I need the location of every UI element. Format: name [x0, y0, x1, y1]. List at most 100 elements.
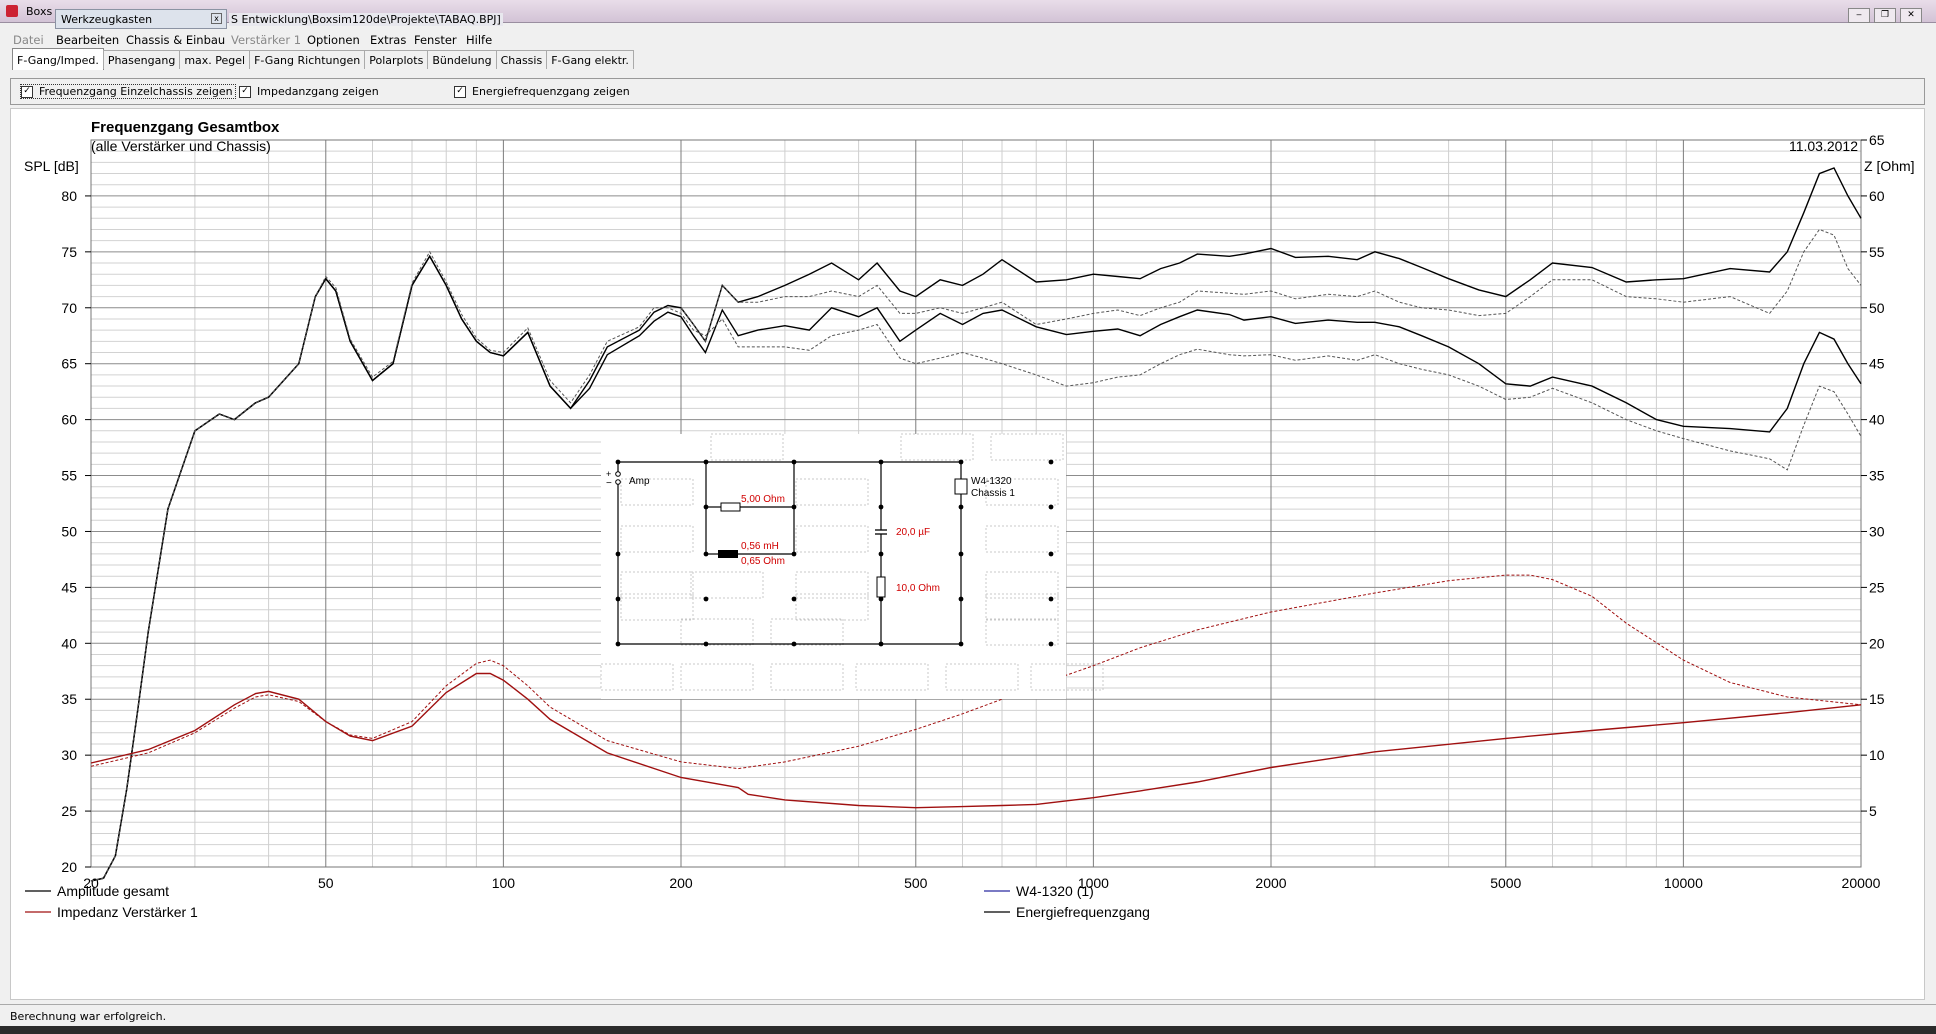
status-bar: Berechnung war erfolgreich.: [0, 1004, 1936, 1027]
options-bar: ✓ Frequenzgang Einzelchassis zeigen ✓ Im…: [10, 78, 1925, 105]
series-line: [90, 574, 1862, 770]
status-text: Berechnung war erfolgreich.: [10, 1010, 167, 1023]
crossover-schematic: + − Amp 5,00 Ohm 0,56 mH 0,65 Ohm 20,0 µ…: [600, 433, 1104, 699]
schematic-slot: [985, 593, 1059, 621]
y-tick-label: 55: [61, 468, 77, 484]
app-icon: [6, 5, 18, 17]
schematic-slot: [985, 571, 1059, 599]
x-tick-label: 1000: [1078, 875, 1109, 891]
series-lines: [90, 167, 1862, 882]
menu-bearbeiten[interactable]: Bearbeiten: [56, 33, 120, 47]
tab-buendelung[interactable]: Bündelung: [427, 50, 497, 69]
y2-tick-label: 15: [1869, 691, 1885, 707]
y2-axis-label: Z [Ohm]: [1864, 158, 1915, 174]
close-icon[interactable]: x: [211, 13, 222, 24]
schematic-slot: [600, 663, 674, 691]
resistor-icon: [720, 502, 741, 512]
checkbox-impedanz[interactable]: ✓: [239, 85, 251, 98]
checkbox-energie[interactable]: ✓: [454, 85, 466, 98]
schematic-slot: [795, 593, 869, 621]
chart-date: 11.03.2012: [1789, 138, 1858, 154]
close-window-button[interactable]: ✕: [1900, 8, 1922, 23]
menu-extras[interactable]: Extras: [370, 33, 407, 47]
schematic-slots: [600, 433, 1104, 691]
schematic-slot: [770, 618, 844, 646]
schematic-slot: [795, 525, 869, 553]
schematic-slot: [680, 663, 754, 691]
title-bar: Boxs Werkzeugkasten x S Entwicklung\Boxs…: [0, 0, 1936, 29]
y-axis-label: SPL [dB]: [24, 158, 79, 174]
option-label: Impedanzgang zeigen: [257, 85, 379, 98]
legend-label: Impedanz Verstärker 1: [57, 904, 198, 920]
schematic-slot: [770, 663, 844, 691]
y-tick-label: 35: [61, 691, 77, 707]
l1-label: 0,56 mH: [741, 541, 779, 552]
y-tick-label: 70: [61, 300, 77, 316]
checkbox-einzelchassis[interactable]: ✓: [21, 85, 33, 98]
legend: Amplitude gesamt Impedanz Verstärker 1 W4-…: [25, 883, 1150, 920]
schematic-slot: [620, 478, 694, 506]
tab-chassis[interactable]: Chassis: [495, 50, 548, 69]
option-einzelchassis[interactable]: ✓ Frequenzgang Einzelchassis zeigen: [20, 84, 236, 99]
menu-fenster[interactable]: Fenster: [414, 33, 457, 47]
x-tick-label: 2000: [1255, 875, 1286, 891]
option-energie[interactable]: ✓ Energiefrequenzgang zeigen: [454, 85, 630, 98]
schematic-slot: [620, 593, 694, 621]
tab-max-pegel[interactable]: max. Pegel: [179, 50, 251, 69]
y2-tick-label: 60: [1869, 188, 1885, 204]
tab-phasengang[interactable]: Phasengang: [102, 50, 181, 69]
r1-label: 5,00 Ohm: [741, 494, 785, 505]
menu-bar: Datei Bearbeiten Chassis & Einbau Verstä…: [0, 30, 1936, 48]
tab-fgang-elektr[interactable]: F-Gang elektr.: [546, 50, 634, 69]
schematic-slot: [690, 571, 764, 599]
minimize-button[interactable]: ‒: [1848, 8, 1870, 23]
option-impedanz[interactable]: ✓ Impedanzgang zeigen: [239, 85, 379, 98]
y2-tick-label: 55: [1869, 244, 1885, 260]
y-tick-label: 75: [61, 244, 77, 260]
schematic-slot: [900, 433, 974, 461]
schematic-slot: [795, 478, 869, 506]
tab-fgang-imped[interactable]: F-Gang/Imped.: [12, 48, 104, 70]
amp-plus: +: [606, 469, 611, 479]
schematic-slot: [620, 571, 694, 599]
tab-fgang-richtungen[interactable]: F-Gang Richtungen: [249, 50, 366, 69]
frequency-response-chart: Frequenzgang Gesamtbox (alle Verstärker …: [24, 119, 1915, 920]
schematic-slot: [680, 618, 754, 646]
y-tick-label: 80: [61, 188, 77, 204]
y2-tick-label: 25: [1869, 579, 1885, 595]
option-label: Energiefrequenzgang zeigen: [472, 85, 630, 98]
menu-optionen[interactable]: Optionen: [307, 33, 360, 47]
tab-row: F-Gang/Imped. Phasengang max. Pegel F-Ga…: [12, 48, 634, 72]
toolbox-tab[interactable]: Werkzeugkasten x: [55, 9, 227, 29]
amp-minus: −: [606, 478, 612, 489]
schematic-slot: [1030, 663, 1104, 691]
series-line: [90, 250, 1862, 882]
y2-tick-label: 5: [1869, 803, 1877, 819]
menu-verstaerker[interactable]: Verstärker 1: [231, 33, 302, 47]
schematic-slot: [710, 433, 784, 461]
series-line: [90, 167, 1862, 882]
tab-polarplots[interactable]: Polarplots: [364, 50, 429, 69]
y2-tick-label: 20: [1869, 635, 1885, 651]
x-tick-label: 500: [904, 875, 928, 891]
chart-title: Frequenzgang Gesamtbox: [91, 119, 280, 136]
schematic-slot: [985, 478, 1059, 506]
y2-tick-label: 50: [1869, 300, 1885, 316]
r2-label: 10,0 Ohm: [896, 583, 940, 594]
y2-tick-label: 65: [1869, 132, 1885, 148]
schematic-slot: [990, 433, 1064, 461]
y-tick-label: 45: [61, 579, 77, 595]
y2-tick-label: 40: [1869, 412, 1885, 428]
menu-chassis-einbau[interactable]: Chassis & Einbau: [126, 33, 226, 47]
menu-datei[interactable]: Datei: [13, 33, 44, 47]
y2-tick-label: 10: [1869, 747, 1885, 763]
y-tick-labels: 20 25 30 35 40 45 50 55 60 65 70 75 80: [61, 188, 91, 875]
menu-hilfe[interactable]: Hilfe: [466, 33, 493, 47]
inductor-icon: [718, 550, 738, 558]
restore-button[interactable]: ❐: [1874, 8, 1896, 23]
l1-r-label: 0,65 Ohm: [741, 556, 785, 567]
chart-subtitle: (alle Verstärker und Chassis): [91, 138, 271, 154]
window-controls: ‒ ❐ ✕: [1848, 8, 1922, 23]
schematic-slot: [985, 525, 1059, 553]
legend-label: Amplitude gesamt: [57, 883, 169, 899]
